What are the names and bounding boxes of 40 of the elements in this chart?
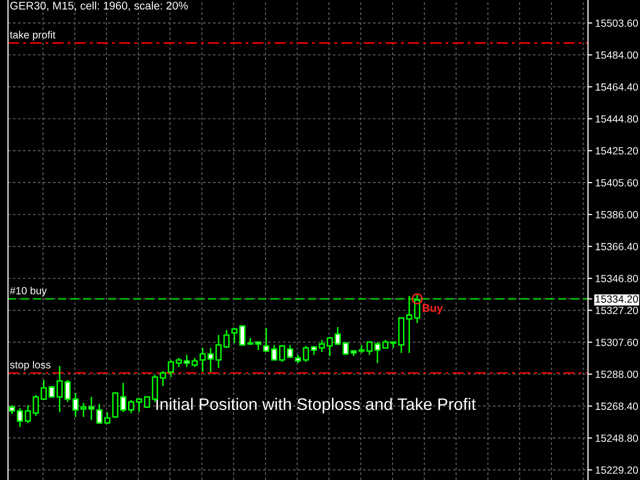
candlestick: [160, 370, 166, 387]
y-tick-label: 15425.20: [596, 147, 638, 155]
y-tick-label: 15327.20: [596, 306, 638, 314]
y-tick-label: 15386.00: [596, 211, 638, 218]
y-tick-label: 15346.80: [596, 274, 638, 282]
ref-line-label: take profit: [10, 30, 56, 41]
y-tick-label: 15484.00: [596, 51, 638, 59]
annotation: Buy: [422, 304, 443, 314]
candlestick: [215, 334, 222, 369]
annotation: GER30, M15, cell: 1960, scale: 20%: [10, 1, 188, 11]
candlestick: [302, 345, 310, 363]
y-tick-label: 15307.60: [596, 338, 638, 346]
y-tick-label: 15405.60: [596, 179, 638, 186]
candlestick: [64, 379, 71, 403]
candlestick: [80, 402, 87, 418]
ref-line-label: #10 buy: [10, 286, 47, 296]
candlestick: [16, 407, 23, 428]
y-tick-label: 15366.40: [596, 242, 638, 250]
candlestick: [88, 396, 95, 421]
candlestick: [223, 329, 230, 349]
y-tick-label: 15248.80: [596, 434, 638, 442]
y-tick-label: 15503.60: [596, 19, 638, 27]
y-tick-label: 15229.20: [596, 466, 638, 474]
y-tick-label: 15288.00: [596, 370, 638, 378]
annotation: Initial Position with Stoploss and Take Profit: [156, 398, 476, 414]
candlestick: [231, 327, 238, 344]
candlestick: [136, 397, 142, 413]
y-tick-label: 15334.20: [596, 295, 638, 303]
candlestick: [208, 347, 214, 373]
candlestick: [72, 392, 79, 418]
y-tick-label: 15444.80: [596, 115, 638, 123]
candlestick: [286, 344, 294, 359]
y-tick-label: 15464.40: [596, 83, 638, 91]
candlestick: [366, 341, 373, 356]
ref-line-label: stop loss: [10, 360, 50, 371]
candlestick: [374, 341, 381, 364]
candlestick: [279, 344, 286, 363]
y-tick-label: 15268.40: [596, 402, 638, 410]
candlestick: [239, 325, 246, 346]
candlestick: [144, 396, 150, 409]
